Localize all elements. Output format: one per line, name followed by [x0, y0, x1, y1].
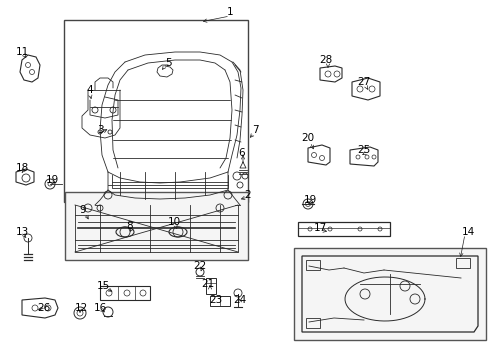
Text: 12: 12 — [74, 303, 87, 313]
Bar — [209, 296, 229, 306]
Text: 16: 16 — [93, 303, 106, 313]
Text: 27: 27 — [357, 77, 370, 87]
Text: 13: 13 — [15, 227, 29, 237]
Bar — [64, 20, 247, 202]
Bar — [305, 260, 319, 270]
Bar — [205, 278, 216, 294]
Bar — [100, 286, 150, 300]
Text: 6: 6 — [238, 148, 245, 158]
Text: 4: 4 — [86, 85, 93, 95]
Bar — [293, 248, 485, 340]
Text: 17: 17 — [313, 223, 326, 233]
Text: 11: 11 — [15, 47, 29, 57]
Text: 14: 14 — [461, 227, 474, 237]
Text: 26: 26 — [37, 303, 51, 313]
Text: 22: 22 — [193, 261, 206, 271]
Text: 18: 18 — [15, 163, 29, 173]
Text: 8: 8 — [126, 221, 133, 231]
Text: 23: 23 — [209, 295, 222, 305]
Text: 21: 21 — [201, 279, 214, 289]
Text: 15: 15 — [96, 281, 109, 291]
Text: 2: 2 — [244, 190, 251, 200]
Text: 7: 7 — [251, 125, 258, 135]
Text: 3: 3 — [97, 125, 103, 135]
Text: 25: 25 — [357, 145, 370, 155]
Bar — [455, 258, 469, 268]
Text: 19: 19 — [303, 195, 316, 205]
Bar — [305, 318, 319, 328]
Text: 1: 1 — [226, 7, 233, 17]
Text: 19: 19 — [45, 175, 59, 185]
Text: 28: 28 — [319, 55, 332, 65]
Bar — [65, 192, 247, 260]
Text: 20: 20 — [301, 133, 314, 143]
Text: 10: 10 — [167, 217, 180, 227]
Text: 9: 9 — [80, 205, 86, 215]
Text: 5: 5 — [164, 58, 171, 68]
Text: 24: 24 — [233, 295, 246, 305]
